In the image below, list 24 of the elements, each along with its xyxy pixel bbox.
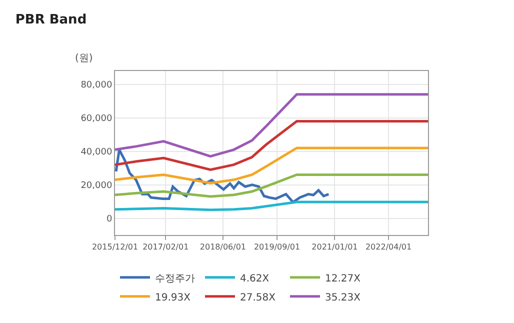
x-tick-label: 2019/09/01 [254, 242, 300, 252]
chart-title: PBR Band [15, 12, 87, 28]
y-axis-title: (원) [75, 53, 93, 64]
y-tick-label: 80,000 [80, 80, 112, 91]
legend-label: 27.58X [240, 292, 276, 304]
line-series [115, 200, 428, 212]
legend-label: 19.93X [155, 292, 191, 304]
line-series [115, 174, 428, 198]
line-series [115, 93, 428, 158]
y-tick-label: 0 [106, 214, 112, 224]
y-tick-label: 60,000 [80, 114, 112, 124]
x-tick-label: 2018/06/01 [200, 242, 246, 252]
legend-label: 수정주가 [155, 273, 195, 284]
legend-label: 4.62X [240, 273, 270, 284]
x-tick-label: 2017/02/01 [142, 242, 189, 252]
y-tick-label: 40,000 [80, 147, 112, 158]
line-series [115, 120, 428, 171]
x-tick-label: 2021/01/01 [312, 242, 358, 252]
x-tick-label: 2015/12/01 [92, 242, 138, 252]
x-tick-label: 2022/04/01 [365, 242, 412, 252]
legend-label: 12.27X [325, 273, 361, 284]
y-tick-label: 20,000 [80, 180, 112, 191]
line-series [115, 146, 428, 184]
legend-label: 35.23X [325, 292, 361, 304]
